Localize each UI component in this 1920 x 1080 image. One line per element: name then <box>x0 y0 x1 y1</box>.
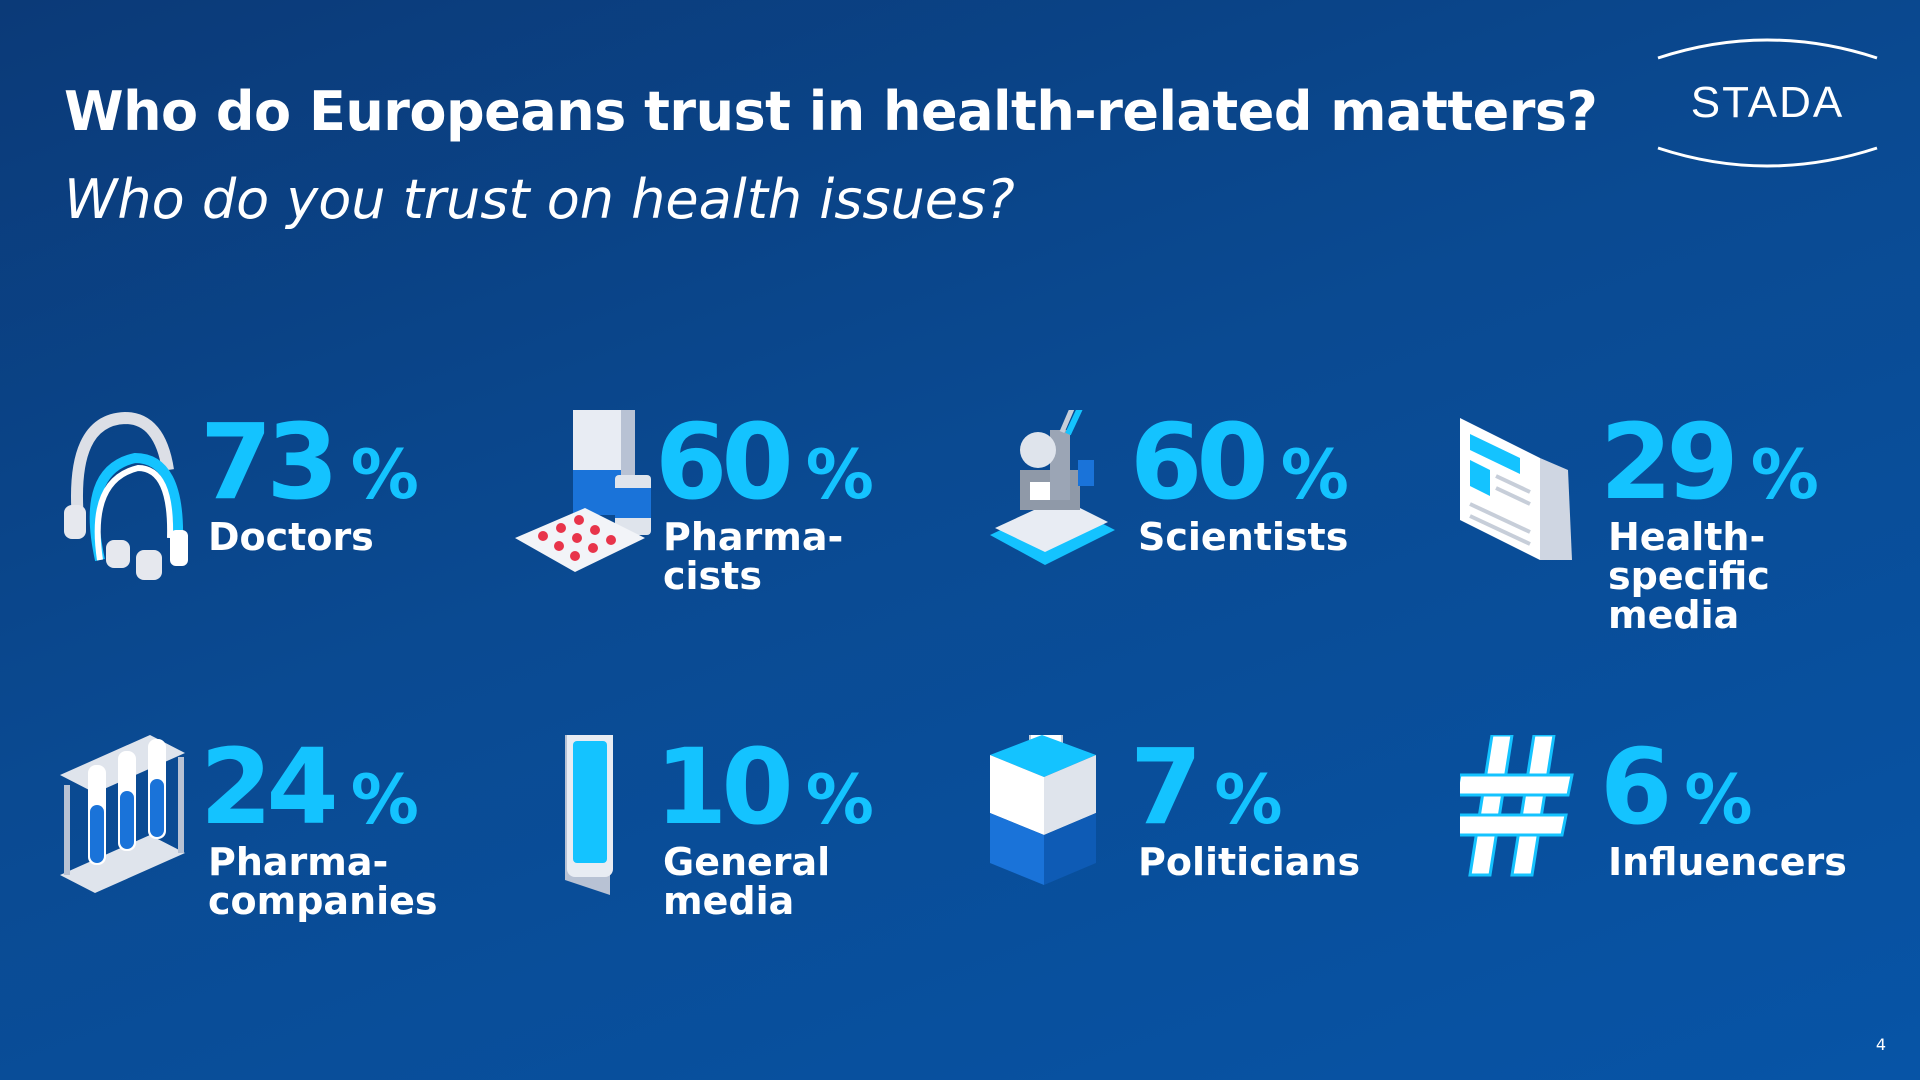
medicine-icon <box>515 410 651 600</box>
stat-value: 6 <box>1600 726 1672 848</box>
stat-percentage: 60% <box>1130 410 1349 515</box>
hashtag-icon <box>1448 733 1590 925</box>
stat-label: Politicians <box>1138 840 1361 884</box>
stat-label: Pharma- companies <box>208 840 438 923</box>
stat-pharma-companies: 24% Pharma- companies <box>60 735 500 975</box>
stat-value: 73 <box>200 401 339 523</box>
percent-sign: % <box>805 436 874 515</box>
percent-sign: % <box>1684 761 1753 840</box>
stat-label: General media <box>663 840 831 923</box>
stat-percentage: 73% <box>200 410 419 515</box>
stat-value: 7 <box>1130 726 1202 848</box>
stat-label: Pharma- cists <box>663 515 844 598</box>
headset-icon <box>60 410 190 600</box>
stat-percentage: 29% <box>1600 410 1819 515</box>
stat-health-specific-media: 29% Health- specific media <box>1460 410 1900 650</box>
page-title: Who do Europeans trust in health-related… <box>64 80 1598 143</box>
stat-general-media: 10% General media <box>515 727 955 975</box>
stat-label: Health- specific media <box>1608 515 1770 637</box>
newspaper-icon <box>1460 410 1590 600</box>
stat-percentage: 6% <box>1600 735 1753 840</box>
stat-percentage: 10% <box>655 735 874 840</box>
stat-scientists: 60% Scientists <box>990 402 1430 650</box>
percent-sign: % <box>1214 761 1283 840</box>
stat-pharmacists: 60% Pharma- cists <box>515 410 955 650</box>
stat-value: 24 <box>200 726 339 848</box>
stat-value: 10 <box>655 726 794 848</box>
stat-value: 60 <box>1130 401 1269 523</box>
stat-influencers: 6% Influencers <box>1448 733 1900 975</box>
stat-percentage: 60% <box>655 410 874 515</box>
percent-sign: % <box>350 761 419 840</box>
stat-politicians: 7% Politicians <box>990 699 1430 975</box>
stat-percentage: 7% <box>1130 735 1283 840</box>
test-tubes-icon <box>60 735 190 925</box>
microscope-icon <box>990 402 1120 600</box>
percent-sign: % <box>1280 436 1349 515</box>
page-number: 4 <box>1875 1035 1886 1054</box>
stat-label: Scientists <box>1138 515 1349 559</box>
stada-logo: STADA <box>1650 36 1885 170</box>
stat-value: 29 <box>1600 401 1739 523</box>
stat-value: 60 <box>655 401 794 523</box>
percent-sign: % <box>350 436 419 515</box>
stat-doctors: 73% Doctors <box>60 410 500 650</box>
stat-label: Doctors <box>208 515 374 559</box>
percent-sign: % <box>1750 436 1819 515</box>
page-subtitle: Who do you trust on health issues? <box>64 168 1015 231</box>
stat-label: Influencers <box>1608 840 1847 884</box>
smartphone-icon <box>515 727 645 925</box>
logo-wordmark: STADA <box>1690 78 1845 127</box>
stat-percentage: 24% <box>200 735 419 840</box>
percent-sign: % <box>805 761 874 840</box>
ballot-box-icon <box>990 699 1120 925</box>
